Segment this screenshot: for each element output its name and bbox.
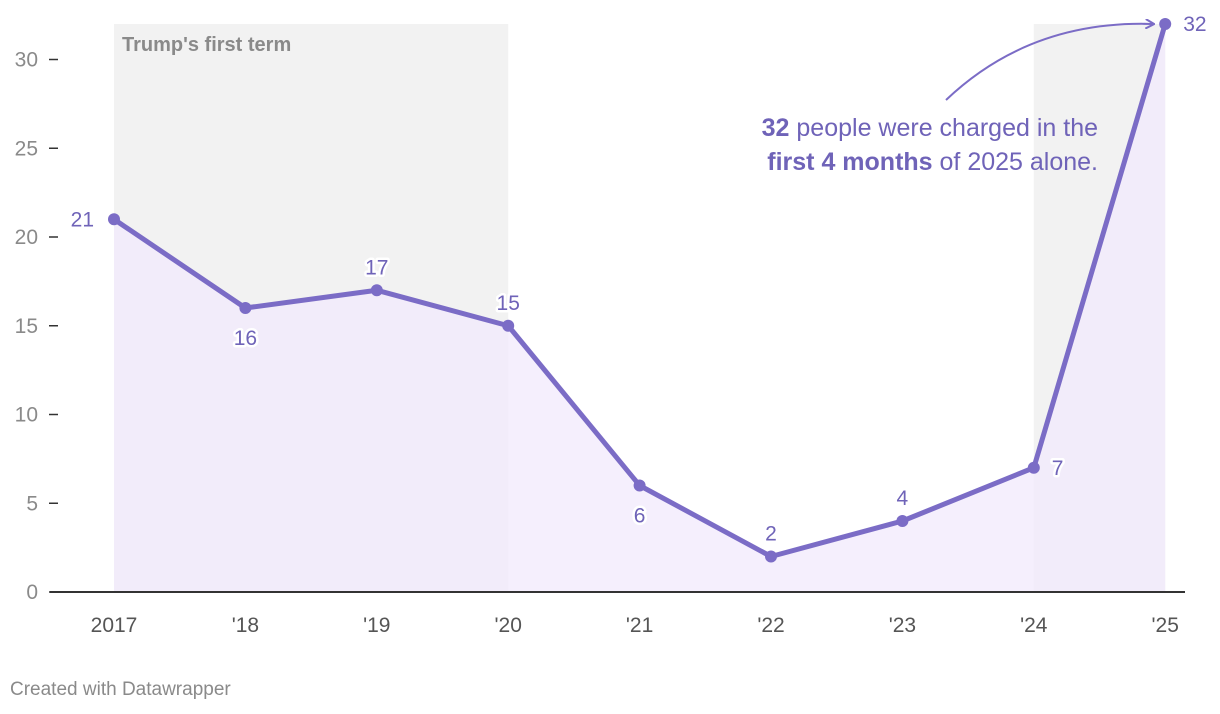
y-tick-label: 10 <box>15 404 38 427</box>
data-label: 16 <box>234 327 257 350</box>
data-label-halo: 6 <box>634 505 646 528</box>
data-point <box>765 550 777 563</box>
y-tick-label: 15 <box>15 315 38 338</box>
data-point <box>108 213 120 226</box>
data-label: 4 <box>897 487 909 510</box>
y-tick-label: 30 <box>15 49 38 72</box>
annotation-arrow <box>945 24 1153 101</box>
data-label: 15 <box>497 292 520 315</box>
data-point <box>239 302 252 314</box>
annotation: 32 people were charged in the first 4 mon… <box>762 24 1154 176</box>
y-tick-label: 0 <box>26 581 38 604</box>
data-label-halo: 2 <box>765 523 777 546</box>
x-tick-label: 2017 <box>91 614 138 637</box>
y-tick-label: 25 <box>15 137 38 160</box>
data-label-halo: 21 <box>71 208 94 231</box>
data-point <box>896 515 909 527</box>
x-tick-label: '24 <box>1020 614 1048 637</box>
y-axis: 0 5 10 15 20 25 30 <box>15 49 58 604</box>
x-tick-label: '20 <box>495 614 522 637</box>
area-path <box>114 24 1166 592</box>
data-label: 7 <box>1052 457 1064 480</box>
data-label-halo: 32 <box>1183 13 1206 36</box>
x-tick-label: '25 <box>1152 614 1179 637</box>
credit-text: Created with Datawrapper <box>10 679 231 700</box>
data-label-halo: 15 <box>497 292 520 315</box>
x-axis: 2017 '18 '19 '20 '21 '22 '23 '24 '25 <box>50 591 1185 637</box>
data-label-halo: 17 <box>365 256 388 279</box>
data-point <box>502 319 515 332</box>
data-point <box>633 479 646 492</box>
data-label: 6 <box>634 505 646 528</box>
y-tick-label: 20 <box>15 226 38 249</box>
data-point <box>1159 18 1172 30</box>
annotation-text: first 4 months of 2025 alone. <box>767 148 1098 176</box>
area-fill <box>114 24 1166 592</box>
shaded-period-label: Trump's first term <box>122 34 291 56</box>
data-label-halo: 7 <box>1052 457 1064 480</box>
data-label-halo: 4 <box>897 487 909 510</box>
data-point <box>370 284 383 297</box>
x-tick-label: '22 <box>757 614 784 637</box>
data-label: 21 <box>71 208 94 231</box>
x-tick-label: '21 <box>626 614 653 637</box>
data-point <box>1027 461 1040 474</box>
data-points <box>108 18 1172 563</box>
data-label: 32 <box>1183 13 1206 36</box>
y-tick-label: 5 <box>26 492 38 515</box>
x-tick-label: '19 <box>363 614 390 637</box>
data-label: 2 <box>765 523 777 546</box>
data-label-halo: 16 <box>234 327 257 350</box>
data-label: 17 <box>365 256 388 279</box>
x-tick-label: '18 <box>232 614 259 637</box>
annotation-text: 32 people were charged in the <box>762 114 1098 142</box>
x-tick-label: '23 <box>889 614 916 637</box>
